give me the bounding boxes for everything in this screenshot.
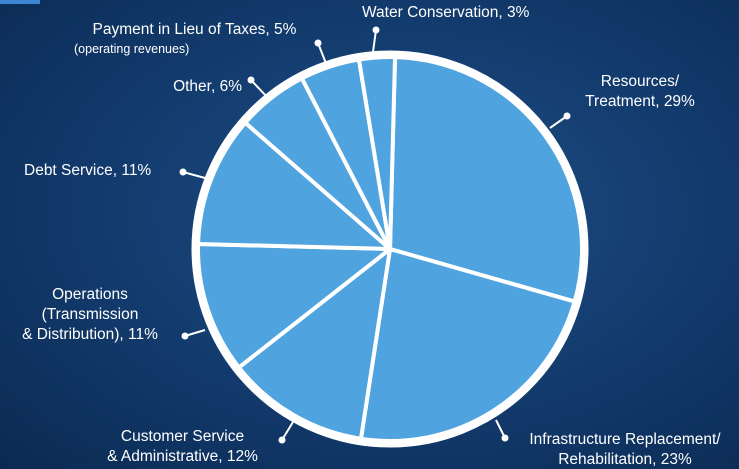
- label-operations: Operations (Transmission & Distribution)…: [5, 285, 175, 345]
- leader-other-dot: [247, 76, 255, 84]
- leader-lines: [179, 26, 571, 444]
- leader-operations-dot: [181, 332, 189, 340]
- leader-water-conservation-dot: [372, 26, 380, 34]
- label-res-line2: Treatment, 29%: [585, 93, 695, 110]
- label-other-text: Other, 6%: [173, 78, 242, 95]
- label-resources: Resources/ Treatment, 29%: [570, 72, 710, 112]
- label-cust-line1: Customer Service: [120, 428, 245, 445]
- leader-resources-dot: [563, 112, 571, 120]
- leader-infrastructure-dot: [501, 434, 509, 442]
- leader-customer-service-dot: [278, 436, 286, 444]
- label-ops-line3: & Distribution), 11%: [22, 326, 158, 343]
- leader-other-line: [250, 79, 269, 99]
- label-cust-line2: & Administrative, 12%: [107, 448, 258, 465]
- leader-debt-service-line: [182, 171, 206, 179]
- leader-payment-in-lieu-line: [317, 42, 328, 67]
- leader-customer-service-line: [281, 421, 294, 441]
- label-ops-line2: (Transmission: [41, 306, 139, 323]
- label-infrastructure: Infrastructure Replacement/ Rehabilitati…: [515, 430, 735, 469]
- label-pilot-text: Payment in Lieu of Taxes, 5%: [92, 21, 297, 38]
- label-payment-in-lieu-of-taxes: Payment in Lieu of Taxes, 5% (operating …: [72, 20, 317, 58]
- label-debt-text: Debt Service, 11%: [24, 162, 152, 179]
- label-ops-line1: Operations: [52, 286, 128, 303]
- label-res-line1: Resources/: [600, 73, 680, 90]
- pie-slices: [196, 55, 584, 443]
- label-water-conservation: Water Conservation, 3%: [362, 3, 529, 23]
- label-other: Other, 6%: [150, 77, 242, 97]
- label-debt-service: Debt Service, 11%: [24, 161, 151, 181]
- pie-rim: [191, 50, 589, 448]
- label-infra-line2: Rehabilitation, 23%: [558, 451, 692, 468]
- label-water-conservation-text: Water Conservation, 3%: [362, 4, 530, 21]
- leader-debt-service-dot: [179, 168, 187, 176]
- corner-accent: [0, 0, 40, 4]
- leader-water-conservation-line: [372, 29, 377, 53]
- label-pilot-subtext: (operating revenues): [74, 42, 190, 56]
- label-infra-line1: Infrastructure Replacement/: [529, 431, 721, 448]
- label-customer-service: Customer Service & Administrative, 12%: [90, 427, 275, 467]
- leader-payment-in-lieu-dot: [314, 39, 322, 47]
